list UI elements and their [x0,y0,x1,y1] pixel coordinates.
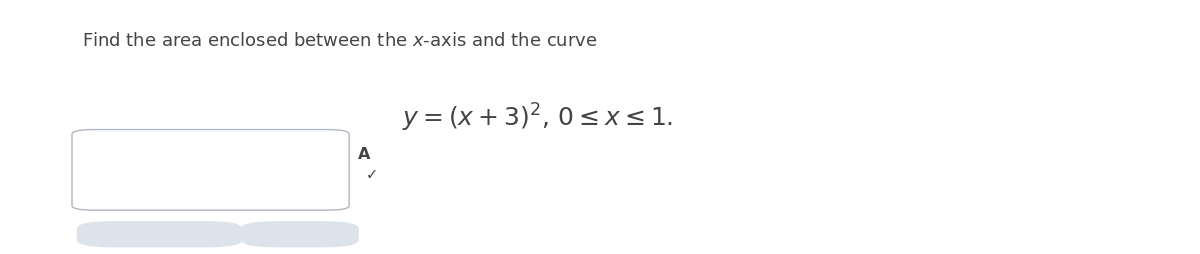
FancyBboxPatch shape [72,130,349,210]
Text: A: A [358,146,370,161]
Text: Find the area enclosed between the $x$-axis and the curve: Find the area enclosed between the $x$-a… [82,32,598,50]
Text: ✓: ✓ [366,167,378,181]
FancyBboxPatch shape [241,221,359,247]
Text: $y = (x + 3)^2,\, 0 \leq x \leq 1.$: $y = (x + 3)^2,\, 0 \leq x \leq 1.$ [402,102,673,134]
FancyBboxPatch shape [77,221,242,247]
